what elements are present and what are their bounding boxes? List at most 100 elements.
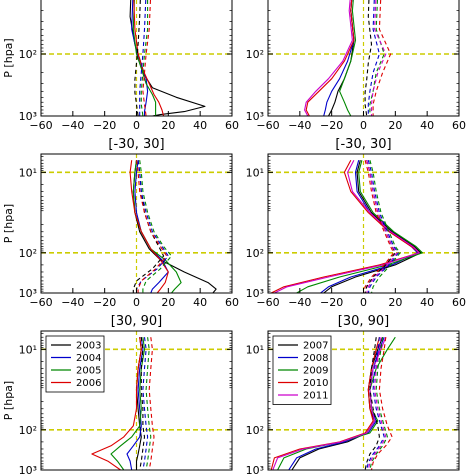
x-tick-label: 20 [388,119,402,132]
legend-label: 2004 [76,353,101,364]
axes-frame [40,330,233,471]
x-tick-label: 0 [360,296,367,309]
panel-title: [-30, 30] [108,137,164,152]
series-line [304,0,353,116]
x-tick-label: 60 [452,119,466,132]
x-tick-label: 40 [420,119,434,132]
series-line [126,337,144,470]
x-tick-label: −60 [29,296,52,309]
legend-label: 2005 [76,366,101,377]
series-group [129,0,206,116]
x-tick-label: −20 [320,119,343,132]
series-line [364,160,396,293]
series-line [145,337,152,470]
series-line [139,160,173,293]
panel-top-right: 10² 10³−60 −40 −20 0 20 40 60 [246,0,466,132]
x-tick-label: −60 [29,119,52,132]
series-line [139,337,146,470]
series-line [142,0,152,116]
series-line [270,337,380,470]
series-line [323,0,355,116]
series-group [129,160,217,293]
series-group [304,0,392,116]
y-tick-label: 10³ [19,287,37,300]
y-tick-label: 10¹ [19,343,37,356]
panel-top-left: 10² 10³−60 −40 −20 0 20 40 60 P [hpa] [2,0,239,132]
x-tick-label: −40 [288,296,311,309]
x-tick-label: 40 [193,119,207,132]
y-tick-label: 10³ [19,464,37,474]
x-tick-label: 40 [193,296,207,309]
series-line [367,0,380,116]
y-tick-label: 10³ [246,464,264,474]
panel-mid-right: 10¹ 10² 10³−60 −40 −20 0 20 40 60 [-30, 30] [246,137,466,309]
x-tick-label: 20 [388,296,402,309]
legend-label: 2007 [303,341,328,352]
series-line [139,0,147,116]
series-line [277,336,396,470]
series-line [370,337,393,470]
y-tick-label: 10² [246,247,264,260]
series-line [364,0,373,116]
x-tick-label: −20 [93,119,116,132]
y-axis-label: P [hpa] [2,381,15,420]
panel-title: [-30, 30] [335,137,391,152]
series-line [323,160,422,293]
series-line [372,0,392,116]
x-tick-label: 20 [161,119,175,132]
legend-label: 2009 [303,366,328,377]
series-line [367,160,400,293]
series-line [272,336,387,470]
series-line [366,160,398,293]
x-tick-label: 40 [420,296,434,309]
y-tick-label: 10³ [246,287,264,300]
series-line [369,160,401,293]
y-tick-label: 10² [19,424,37,437]
x-tick-label: 60 [225,296,239,309]
series-line [369,0,385,116]
panel-title: [30, 90] [111,314,163,329]
y-tick-label: 10² [246,424,264,437]
series-group [270,159,423,293]
series-group [270,336,396,470]
series-line [362,160,395,293]
y-axis-label: P [hpa] [2,38,15,77]
y-tick-label: 10³ [246,110,264,123]
series-line [142,337,149,470]
x-tick-label: 0 [133,119,140,132]
series-line [133,0,165,116]
legend-label: 2006 [76,378,101,389]
series-line [110,337,146,470]
series-line [305,0,355,116]
series-line [296,160,423,293]
x-tick-label: −40 [61,296,84,309]
axes-frame [267,330,460,471]
legend-label: 2003 [76,341,101,352]
x-tick-label: −20 [93,296,116,309]
series-line [132,160,165,293]
legend-label: 2010 [303,378,328,389]
legend-label: 2008 [303,353,328,364]
series-line [274,159,420,293]
x-tick-label: 20 [161,296,175,309]
series-line [148,337,155,470]
y-tick-label: 10¹ [246,166,264,179]
y-tick-label: 10² [246,48,264,61]
x-tick-label: 60 [225,119,239,132]
x-tick-label: −20 [320,296,343,309]
y-tick-label: 10³ [19,110,37,123]
x-tick-label: −40 [288,119,311,132]
series-line [370,0,387,116]
series-line [140,0,149,116]
series-line [134,0,141,116]
panel-title: [30, 90] [338,314,390,329]
y-tick-label: 10¹ [246,343,264,356]
series-line [129,160,169,293]
y-tick-label: 10² [19,48,37,61]
series-line [135,160,168,293]
plot-area [268,154,459,293]
x-tick-label: 60 [452,296,466,309]
